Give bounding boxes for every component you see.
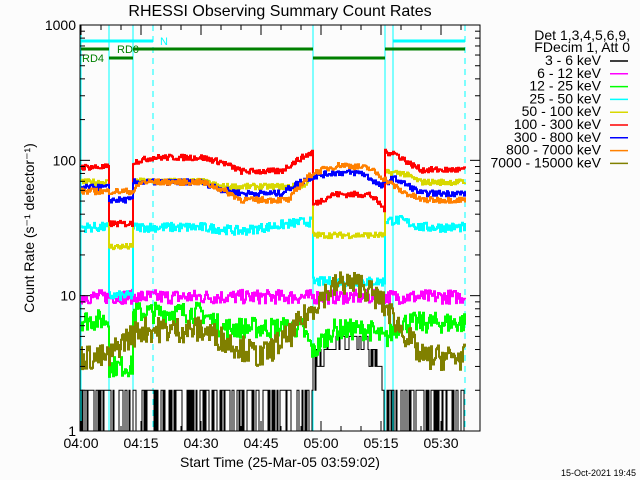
y-tick-label: 100 — [53, 152, 77, 168]
plot-area: N RD0 RD4 1 10 100 1000 04:00 04:15 04:30 04:45 05:… — [45, 17, 481, 451]
legend-label: 300 - 800 keV — [514, 129, 602, 145]
x-tick-label: 04:15 — [123, 435, 158, 451]
chart-title: RHESSI Observing Summary Count Rates — [128, 3, 431, 20]
legend-label: 800 - 7000 keV — [506, 142, 602, 158]
y-tick-label: 1000 — [45, 17, 76, 33]
x-axis-label: Start Time (25-Mar-05 03:59:02) — [180, 454, 380, 470]
x-tick-label: 05:15 — [363, 435, 398, 451]
plot-frame — [79, 24, 481, 432]
x-tick-label: 05:00 — [303, 435, 338, 451]
legend-header-2: FDecim 1, Att 0 — [534, 39, 630, 55]
legend-label: 100 - 300 keV — [514, 116, 602, 132]
x-tick-label: 05:30 — [423, 435, 458, 451]
legend-label: 12 - 25 keV — [529, 78, 601, 94]
legend-label: 50 - 100 keV — [522, 103, 602, 119]
legend-label: 6 - 12 keV — [537, 65, 601, 81]
flag-bar-label: N — [160, 36, 168, 48]
legend-header-1: Det 1,3,4,5,6,9, — [534, 27, 630, 43]
x-tick-label: 04:00 — [63, 435, 98, 451]
y-tick-label: 10 — [60, 288, 76, 304]
series-line — [81, 148, 466, 228]
series-line — [81, 271, 466, 371]
series-line — [81, 215, 466, 301]
series-line — [81, 288, 466, 305]
flag-bar-label: RD0 — [117, 44, 139, 56]
legend-label: 7000 - 15000 keV — [490, 154, 601, 170]
timestamp: 15-Oct-2021 19:45 — [561, 468, 636, 478]
y-axis-label: Count Rate (s⁻¹ detector⁻¹) — [21, 143, 37, 313]
x-tick-label: 04:45 — [243, 435, 278, 451]
legend-label: 3 - 6 keV — [545, 52, 602, 68]
legend-label: 25 - 50 keV — [529, 90, 601, 106]
series-line — [81, 162, 466, 204]
flag-bar-label: RD4 — [82, 53, 104, 65]
x-tick-label: 04:30 — [183, 435, 218, 451]
y-tick-label: 1 — [68, 423, 76, 439]
